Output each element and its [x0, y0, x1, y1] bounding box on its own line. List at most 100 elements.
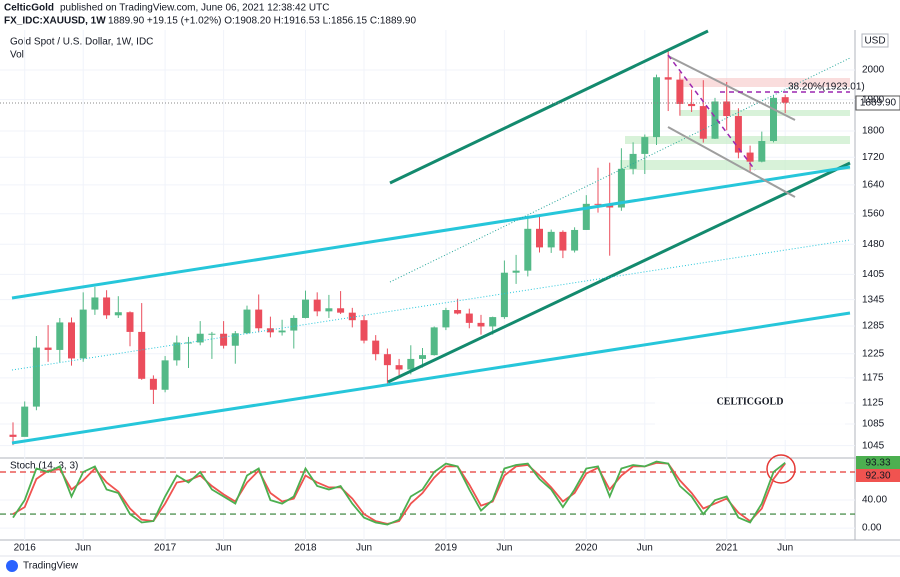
- candle-body: [220, 333, 228, 346]
- x-tick-label: Jun: [75, 543, 91, 554]
- channel-line: [667, 126, 796, 198]
- x-tick-label: 2018: [294, 543, 317, 554]
- candle-body: [758, 141, 766, 162]
- candle-body: [32, 347, 40, 407]
- channel-line: [667, 55, 796, 121]
- stoch-title: Stoch (14, 3, 3): [10, 461, 78, 472]
- volume-label: Vol: [10, 50, 24, 61]
- candle-body: [664, 77, 672, 80]
- candle-body: [617, 168, 625, 208]
- candle-body: [68, 322, 75, 359]
- candle-body: [138, 331, 146, 379]
- x-tick-label: Jun: [216, 543, 232, 554]
- y-tick-label: 1125: [862, 398, 884, 409]
- x-tick-label: 2017: [154, 543, 177, 554]
- candle-body: [395, 365, 403, 370]
- mid-line: [389, 57, 851, 283]
- currency-box: [861, 33, 889, 48]
- x-tick-label: 2016: [14, 543, 37, 554]
- x-tick-label: Jun: [496, 543, 512, 554]
- candle-body: [149, 378, 157, 390]
- candle-body: [278, 330, 286, 333]
- candle-body: [348, 312, 356, 321]
- candle-body: [56, 322, 64, 350]
- trend-line: [389, 29, 709, 185]
- y-tick-label: 1560: [862, 208, 885, 219]
- trend-line: [11, 311, 851, 445]
- d-tag: [856, 469, 900, 482]
- candle-body: [571, 229, 579, 251]
- candle-body: [313, 299, 321, 312]
- candle-body: [711, 101, 719, 139]
- candle-body: [208, 333, 216, 335]
- candle-body: [536, 228, 543, 248]
- y-tick-label: 1345: [862, 294, 885, 305]
- candle-body: [454, 310, 462, 314]
- x-tick-label: 2020: [575, 543, 598, 554]
- quote: 1889.90 +19.15 (+1.02%) O:1908.20 H:1916…: [108, 16, 416, 27]
- candle-body: [302, 299, 309, 318]
- fib-label: 38.20%(1923.01): [788, 82, 865, 93]
- candle-body: [360, 320, 368, 341]
- candle-body: [173, 342, 181, 361]
- series-title: Gold Spot / U.S. Dollar, 1W, IDC: [10, 37, 153, 48]
- y-tick-label: 1175: [862, 372, 884, 383]
- candle-body: [337, 308, 345, 313]
- stoch-line: [12, 461, 786, 525]
- candle-body: [9, 434, 17, 437]
- support-zone: [680, 110, 850, 116]
- y-tick-label: 1225: [862, 348, 885, 359]
- candle-body: [489, 317, 497, 327]
- candles: [9, 48, 789, 446]
- candle-body: [477, 322, 485, 327]
- candle-body: [746, 152, 754, 162]
- footer: TradingView: [23, 561, 79, 572]
- logo: CELTICGOLD: [717, 396, 784, 407]
- candle-body: [21, 406, 29, 437]
- candle-body: [500, 272, 508, 318]
- trend-line: [387, 161, 851, 384]
- y-tick-label: 1085: [862, 419, 885, 430]
- candle-body: [770, 97, 777, 142]
- candle-body: [629, 153, 637, 169]
- resistance-zone: [680, 78, 850, 87]
- candle-body: [594, 203, 602, 205]
- candle-body: [290, 317, 298, 331]
- candle-body: [372, 340, 380, 355]
- candle-body: [231, 333, 239, 346]
- candle-body: [699, 106, 707, 139]
- y-tick-label: 40.00: [862, 495, 887, 506]
- candle-body: [676, 79, 684, 104]
- k-tag: [856, 456, 900, 469]
- candle-body: [103, 297, 111, 316]
- x-tick-label: Jun: [637, 543, 653, 554]
- x-tick-label: Jun: [356, 543, 372, 554]
- candle-body: [653, 77, 660, 138]
- currency: USD: [864, 36, 885, 47]
- candle-body: [325, 308, 333, 312]
- stoch: [0, 460, 855, 526]
- candle-body: [442, 310, 450, 328]
- candle-body: [255, 309, 263, 329]
- y-tick-label: 1640: [862, 179, 885, 190]
- publisher: CelticGold: [4, 3, 54, 14]
- candle-body: [512, 270, 520, 273]
- y-tick-label: 1405: [862, 269, 885, 280]
- candle-body: [430, 327, 438, 356]
- published: published on TradingView.com, June 06, 2…: [60, 3, 329, 14]
- candle-body: [559, 231, 567, 251]
- y-tick-label: 1045: [862, 440, 885, 451]
- candle-body: [688, 103, 696, 107]
- d-label: 92.30: [865, 471, 890, 482]
- price-label: 1889.90: [860, 98, 897, 109]
- candle-body: [383, 354, 391, 366]
- y-tick-label: 1800: [862, 126, 885, 137]
- candle-body: [161, 360, 169, 390]
- candle-body: [126, 312, 134, 332]
- x-tick-label: 2021: [716, 543, 739, 554]
- fib-line: [667, 54, 756, 171]
- trend-line: [11, 165, 851, 300]
- candle-body: [44, 347, 52, 350]
- candle-body: [734, 116, 742, 153]
